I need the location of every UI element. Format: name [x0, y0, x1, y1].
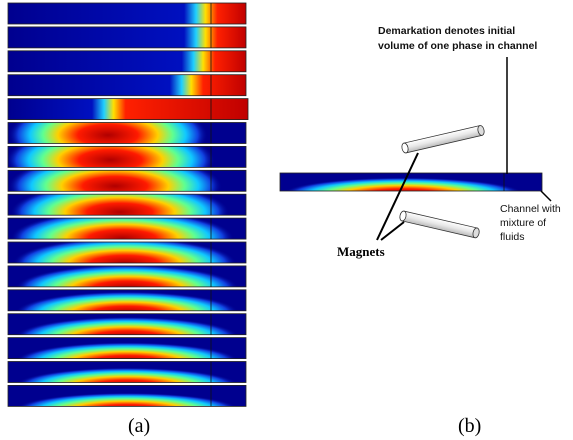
strip	[8, 385, 246, 407]
strip-border	[7, 289, 247, 312]
pointer-line	[376, 152, 419, 241]
strip	[8, 146, 246, 168]
strip	[8, 170, 246, 192]
strip-border	[7, 193, 247, 216]
channel-note: mixture of	[500, 217, 546, 229]
strip	[8, 313, 246, 335]
concentration	[8, 98, 248, 120]
strip-border	[7, 313, 247, 336]
simulation-strips	[7, 2, 249, 407]
strip	[8, 337, 246, 359]
strip-border	[279, 172, 543, 192]
concentration	[15, 316, 239, 335]
strip-border	[7, 217, 247, 240]
panel-label: (a)	[128, 415, 150, 437]
concentration	[17, 392, 237, 407]
strip	[8, 361, 246, 383]
demarkation-note: Demarkation denotes initial	[378, 25, 515, 37]
strip-border	[7, 169, 247, 192]
concentration	[10, 218, 235, 240]
concentration	[8, 146, 216, 168]
pointer-line	[380, 221, 405, 241]
concentration	[12, 242, 237, 263]
strip	[8, 289, 246, 311]
strip	[8, 265, 246, 287]
concentration	[8, 3, 246, 24]
strip-border	[7, 50, 247, 73]
strip-border	[7, 122, 247, 144]
strip	[8, 194, 246, 216]
concentration	[8, 170, 223, 192]
magnet	[399, 210, 480, 239]
strip-border	[7, 265, 247, 288]
concentration	[8, 26, 246, 48]
panel-label: (b)	[458, 415, 481, 437]
pointer-line	[540, 190, 552, 202]
strip	[8, 3, 246, 24]
concentration	[8, 50, 246, 72]
concentration	[15, 265, 239, 287]
concentration	[10, 194, 230, 216]
strip-border	[7, 98, 249, 120]
concentration	[8, 122, 208, 144]
strip-border	[7, 74, 247, 97]
strip-border	[7, 384, 247, 407]
strip	[8, 122, 246, 144]
demarkation-note: volume of one phase in channel	[378, 40, 537, 52]
strip-border	[7, 361, 247, 383]
strip	[8, 50, 246, 72]
strip	[8, 74, 246, 96]
strip	[8, 26, 246, 48]
concentration	[15, 291, 239, 311]
concentration	[8, 74, 246, 96]
strip	[8, 242, 246, 263]
strip	[8, 98, 248, 120]
concentration	[16, 342, 238, 359]
channel-note: fluids	[500, 231, 525, 243]
strip-border	[7, 2, 247, 25]
magnet	[401, 125, 485, 154]
magnets-label: Magnets	[337, 244, 385, 259]
concentration	[16, 367, 238, 383]
strip-border	[7, 26, 247, 49]
strip	[8, 218, 246, 240]
strip-border	[7, 145, 247, 168]
strip-border	[7, 241, 247, 264]
strip-border	[7, 337, 247, 360]
channel-note: Channel with	[500, 203, 561, 215]
